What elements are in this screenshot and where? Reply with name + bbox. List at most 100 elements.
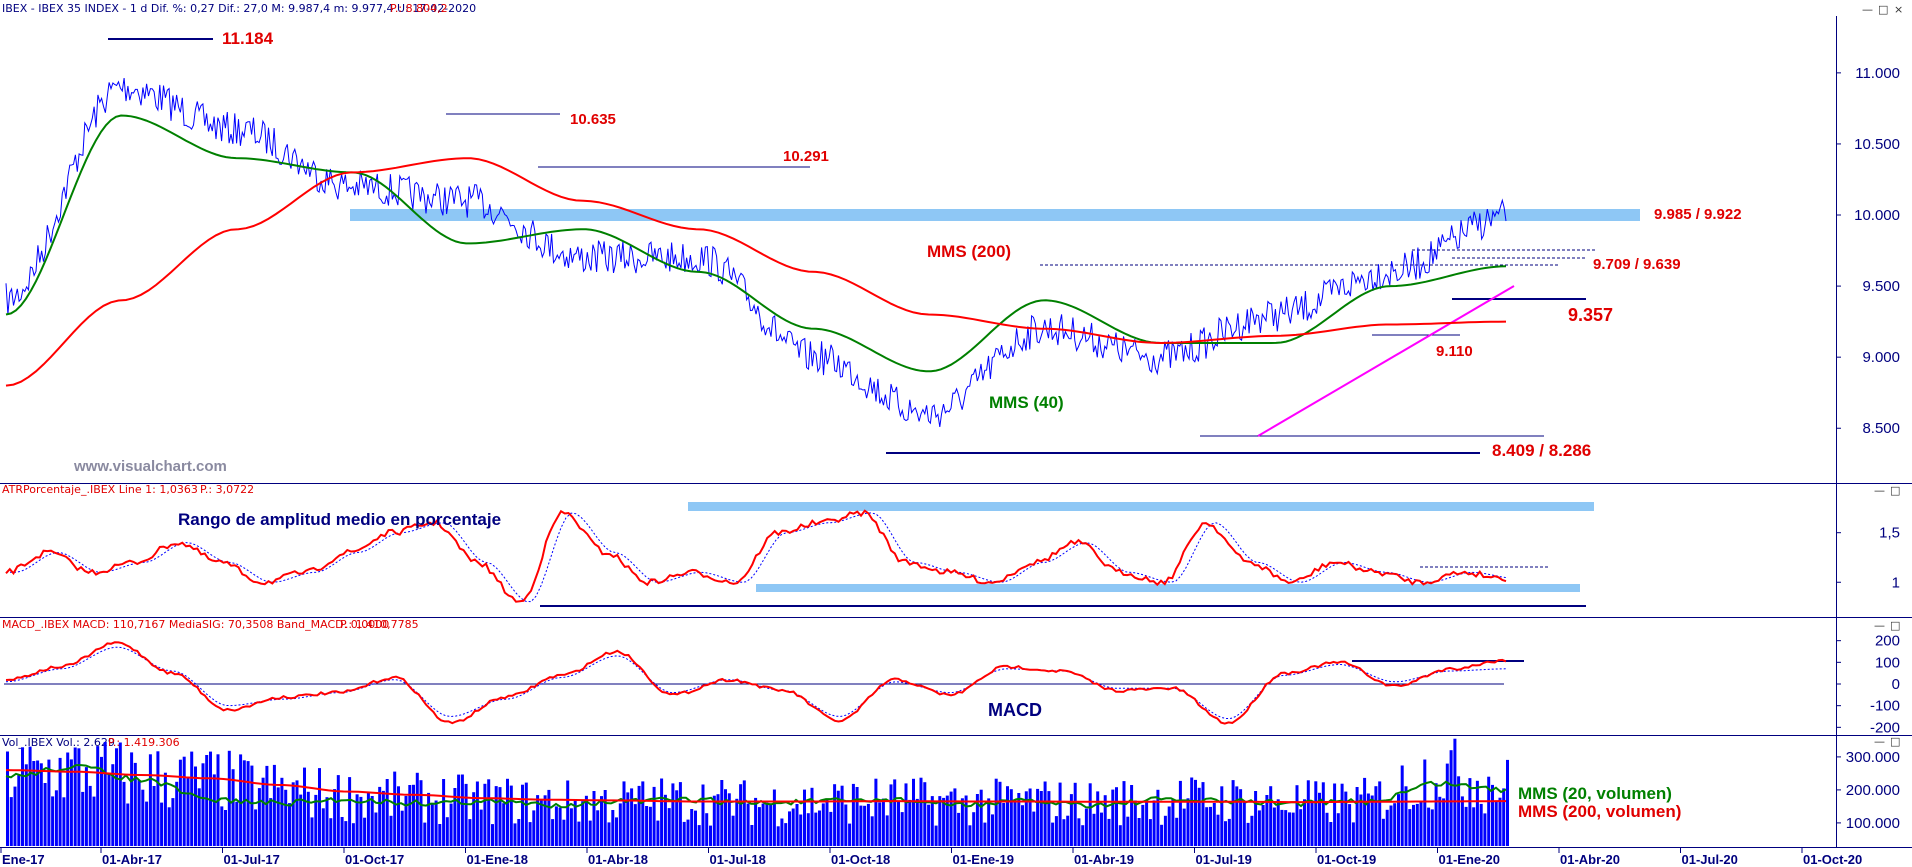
vol-mms20-series (5, 764, 1507, 809)
volume-bar (351, 823, 355, 846)
volume-bar (137, 780, 141, 846)
label-9357: 9.357 (1568, 305, 1613, 325)
volume-bar (1051, 822, 1055, 846)
volume-bar (197, 788, 201, 846)
volume-bar (1374, 786, 1378, 846)
volume-bar (483, 783, 487, 846)
volume-bar (1487, 776, 1491, 846)
volume-bar (310, 817, 314, 846)
volume-bar (791, 808, 795, 846)
volume-bar (1272, 807, 1276, 846)
volume-bar (991, 814, 994, 846)
close-button[interactable]: × (1894, 3, 1903, 16)
volume-bar (539, 798, 543, 846)
volume-bar (1257, 810, 1261, 846)
volume-bar (776, 826, 780, 846)
volume-bar (998, 781, 1002, 846)
volume-bar (566, 780, 570, 846)
volume-bar (851, 783, 855, 846)
volume-bar (521, 784, 524, 846)
volume-bar (1009, 789, 1013, 846)
volume-bar (1445, 763, 1449, 846)
atr-window-buttons: — □ (1874, 484, 1900, 497)
vol-minimize-button[interactable]: — (1874, 735, 1885, 748)
volume-bar (1006, 786, 1009, 846)
volume-bar (716, 794, 720, 846)
volume-bar (742, 780, 746, 846)
label-9985-9922: 9.985 / 9.922 (1654, 206, 1742, 223)
volume-bar (491, 824, 494, 846)
vol-plot: MMS (20, volumen) MMS (200, volumen) (5, 738, 1681, 846)
volume-bar (1250, 815, 1254, 846)
volume-bar (573, 800, 577, 846)
volume-bar (58, 757, 62, 846)
macd-minimize-button[interactable]: — (1874, 619, 1885, 632)
macd-maximize-button[interactable]: □ (1890, 619, 1900, 632)
volume-bar (1092, 813, 1096, 846)
volume-bar (874, 778, 878, 846)
volume-bar (1295, 785, 1299, 846)
volume-bar (972, 812, 976, 846)
volume-bar (329, 818, 333, 846)
volume-bar (806, 813, 810, 846)
volume-bar (1310, 802, 1314, 846)
vol-header-p: P.: 1.419.306 (108, 736, 180, 749)
volume-bar (442, 779, 446, 846)
volume-bar (509, 785, 513, 846)
x-tick-label: 01-Abr-19 (1074, 852, 1134, 867)
volume-bar (1066, 815, 1070, 846)
volume-bar (1378, 781, 1382, 846)
volume-bar (746, 803, 750, 846)
volume-bar (156, 751, 160, 846)
volume-bar (1235, 786, 1239, 846)
volume-bar (378, 786, 382, 846)
volume-bar (1306, 780, 1310, 846)
volume-bar (1118, 825, 1122, 846)
volume-bar (460, 774, 464, 846)
volume-bar (641, 781, 645, 846)
volume-bar (855, 787, 859, 846)
watermark: www.visualchart.com (73, 458, 227, 475)
main-y-tick: 9.500 (1862, 278, 1900, 295)
volume-bar (569, 808, 573, 846)
vol-y-tick: 200.000 (1846, 782, 1900, 799)
volume-bar (1340, 783, 1344, 846)
vol-maximize-button[interactable]: □ (1890, 735, 1900, 748)
volume-bar (1017, 793, 1021, 846)
mms200-series (5, 157, 1507, 387)
volume-bar (1239, 789, 1243, 846)
main-y-tick: 10.000 (1854, 207, 1900, 224)
volume-bar (686, 819, 690, 846)
volume-bar (1062, 819, 1066, 846)
volume-bar (393, 771, 397, 846)
volume-bar (363, 817, 367, 846)
volume-bar (1366, 793, 1370, 846)
volume-bar (897, 802, 900, 846)
volume-bar (938, 796, 942, 846)
maximize-button[interactable]: □ (1878, 3, 1888, 16)
volume-bar (1073, 782, 1077, 846)
minimize-button[interactable]: — (1862, 3, 1873, 16)
macd-y-tick: 200 (1875, 633, 1900, 650)
volume-bar (968, 825, 972, 846)
volume-bar (1227, 818, 1231, 846)
volume-bar (615, 817, 618, 846)
x-tick-label: 01-Jul-20 (1682, 852, 1738, 867)
main-y-tick: 8.500 (1862, 420, 1900, 437)
x-tick-label: 01-Oct-17 (345, 852, 404, 867)
volume-bar (960, 798, 964, 846)
volume-bar (1145, 799, 1149, 846)
volume-bar (581, 801, 585, 846)
volume-bar (1491, 784, 1494, 846)
atr-lower-zone (756, 584, 1580, 592)
volume-bar (1175, 817, 1179, 846)
main-levels (108, 38, 1640, 454)
atr-maximize-button[interactable]: □ (1890, 484, 1900, 497)
volume-bar (1261, 805, 1265, 846)
volume-bar (558, 807, 562, 846)
macd-y-tick: 100 (1875, 654, 1900, 671)
label-mms40: MMS (40) (989, 393, 1064, 412)
volume-bar (340, 817, 344, 846)
atr-minimize-button[interactable]: — (1874, 484, 1885, 497)
volume-bar (1201, 782, 1205, 846)
